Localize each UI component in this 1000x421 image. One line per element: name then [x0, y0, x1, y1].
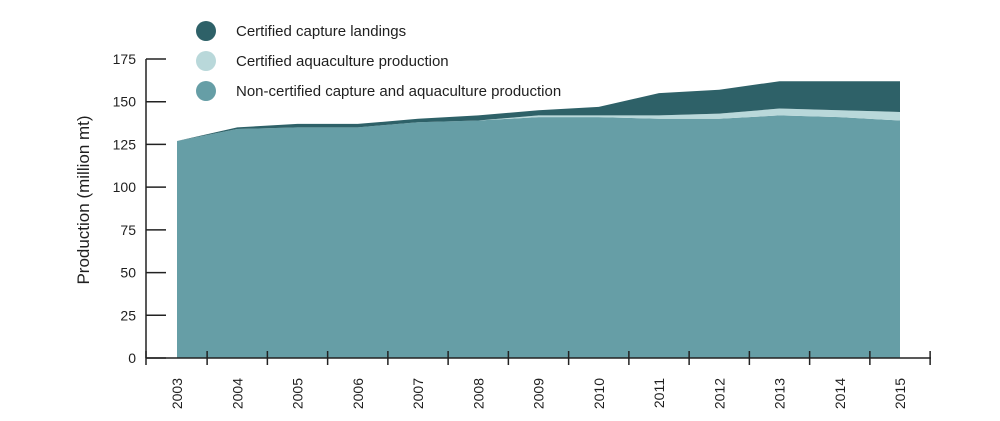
- x-tick-label: 2011: [651, 378, 667, 408]
- x-tick-label: 2006: [350, 378, 366, 409]
- y-tick-label: 75: [120, 222, 136, 238]
- legend-item-certified-capture: Certified capture landings: [196, 16, 561, 46]
- legend-item-non-certified: Non-certified capture and aquaculture pr…: [196, 76, 561, 106]
- x-tick-label: 2004: [229, 378, 245, 409]
- legend-swatch-certified-aquaculture: [196, 51, 216, 71]
- x-tick-label: 2009: [531, 378, 547, 409]
- x-tick-label: 2012: [711, 378, 727, 409]
- legend-label: Non-certified capture and aquaculture pr…: [236, 82, 562, 100]
- x-tick-label: 2015: [892, 378, 908, 409]
- area-series-non-certified-capture-and-aquaculture-production: [177, 115, 900, 358]
- y-tick-label: 150: [113, 94, 137, 110]
- y-tick-label: 100: [113, 179, 137, 195]
- x-tick-label: 2014: [832, 378, 848, 409]
- legend-label: Certified aquaculture production: [236, 52, 449, 70]
- x-tick-label: 2003: [169, 378, 185, 409]
- legend-label: Certified capture landings: [236, 22, 407, 40]
- y-tick-label: 125: [113, 136, 137, 152]
- legend-item-certified-aquaculture: Certified aquaculture production: [196, 46, 561, 76]
- x-tick-label: 2013: [772, 378, 788, 409]
- area-layer: [177, 81, 900, 358]
- legend: Certified capture landings Certified aqu…: [196, 16, 561, 106]
- y-axis: 0 25 50 75 100 125 150 175: [113, 51, 166, 366]
- y-axis-label: Production (million mt): [74, 115, 93, 285]
- y-tick-label: 50: [120, 265, 136, 281]
- y-tick-label: 175: [113, 51, 137, 67]
- y-tick-label: 0: [128, 350, 136, 366]
- x-tick-label: 2010: [591, 378, 607, 409]
- y-tick-label: 25: [120, 307, 136, 323]
- x-tick-label: 2008: [470, 378, 486, 409]
- x-axis: 2003 2004 2005 2006 2007 2008 2009 2010 2011 2012…: [145, 351, 931, 409]
- x-tick-label: 2007: [410, 378, 426, 409]
- area-series-certified-capture-landings: [177, 81, 900, 142]
- legend-swatch-non-certified: [196, 81, 216, 101]
- area-series-certified-aquaculture-production: [177, 108, 900, 142]
- legend-swatch-certified-capture: [196, 21, 216, 41]
- x-tick-label: 2005: [290, 378, 306, 409]
